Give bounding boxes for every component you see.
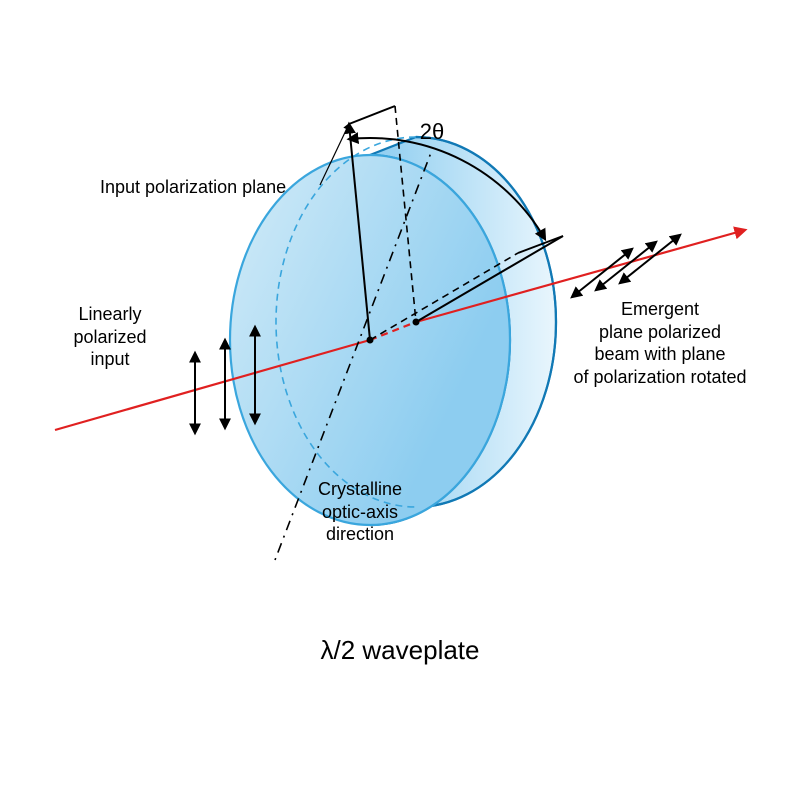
waveplate-diagram <box>0 0 800 800</box>
output-pol-arrow <box>620 235 680 283</box>
diagram-title: λ/2 waveplate <box>250 634 550 667</box>
label-linear-input: Linearly polarized input <box>55 303 165 371</box>
label-optic-axis: Crystalline optic-axis direction <box>305 478 415 546</box>
label-emergent: Emergent plane polarized beam with plane… <box>560 298 760 388</box>
label-input-plane: Input polarization plane <box>100 176 320 199</box>
output-pol-arrow <box>572 249 632 297</box>
input-plane-top-edge <box>349 106 395 124</box>
output-pol-arrow <box>596 242 656 290</box>
label-angle-2theta: 2θ <box>412 118 452 146</box>
